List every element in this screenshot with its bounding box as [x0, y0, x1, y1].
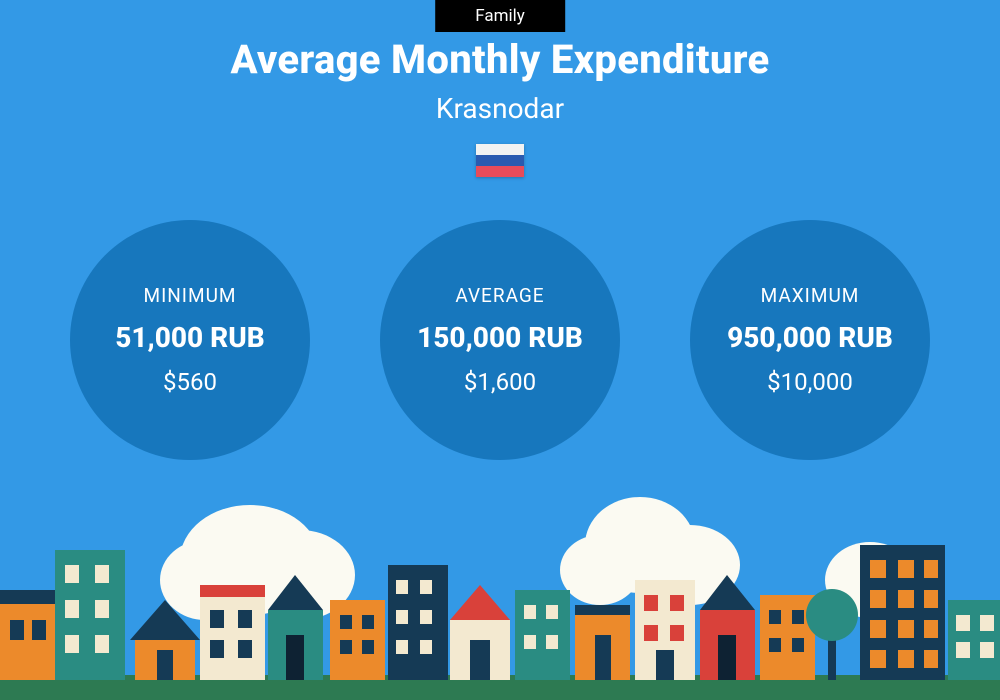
flag-stripe-bottom	[476, 166, 524, 177]
stat-alt-value: $1,600	[464, 368, 536, 396]
stat-circles: MINIMUM 51,000 RUB $560 AVERAGE 150,000 …	[0, 220, 1000, 460]
stat-alt-value: $10,000	[767, 368, 853, 396]
stat-label: MINIMUM	[144, 284, 237, 307]
stat-circle-maximum: MAXIMUM 950,000 RUB $10,000	[690, 220, 930, 460]
cityscape-illustration	[0, 490, 1000, 700]
stat-circle-average: AVERAGE 150,000 RUB $1,600	[380, 220, 620, 460]
page-subtitle: Krasnodar	[0, 92, 1000, 125]
stat-value: 150,000 RUB	[417, 321, 583, 354]
flag-stripe-middle	[476, 155, 524, 166]
stat-label: AVERAGE	[455, 284, 544, 307]
stat-value: 51,000 RUB	[115, 321, 265, 354]
category-tag-label: Family	[475, 6, 525, 26]
stat-label: MAXIMUM	[761, 284, 860, 307]
flag-stripe-top	[476, 144, 524, 155]
stat-alt-value: $560	[163, 368, 217, 396]
stat-circle-minimum: MINIMUM 51,000 RUB $560	[70, 220, 310, 460]
category-tag: Family	[435, 0, 565, 32]
page-title: Average Monthly Expenditure	[0, 36, 1000, 83]
infographic-page: Family Average Monthly Expenditure Krasn…	[0, 0, 1000, 700]
flag-icon	[476, 144, 524, 177]
stat-value: 950,000 RUB	[727, 321, 893, 354]
